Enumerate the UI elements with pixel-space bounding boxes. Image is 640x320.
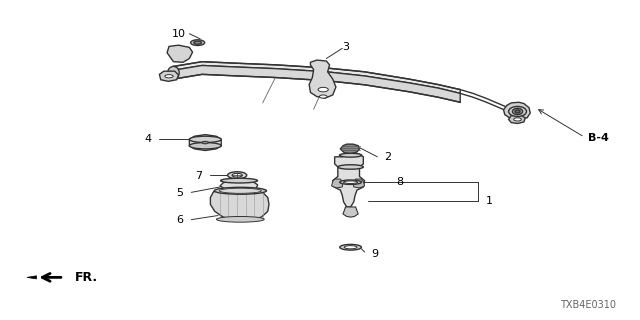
Text: 8: 8 <box>396 177 404 187</box>
Ellipse shape <box>338 165 364 169</box>
Ellipse shape <box>214 187 266 194</box>
Text: 10: 10 <box>172 29 186 39</box>
Polygon shape <box>353 179 365 188</box>
Text: TXB4E0310: TXB4E0310 <box>560 300 616 310</box>
Polygon shape <box>27 276 36 279</box>
Text: 3: 3 <box>342 42 349 52</box>
Text: 6: 6 <box>176 215 183 225</box>
Ellipse shape <box>319 95 327 98</box>
Text: B-4: B-4 <box>588 133 609 143</box>
Ellipse shape <box>232 173 243 177</box>
Polygon shape <box>504 102 531 119</box>
Ellipse shape <box>202 141 209 144</box>
Polygon shape <box>309 60 336 98</box>
Ellipse shape <box>228 172 246 179</box>
Polygon shape <box>509 115 525 124</box>
Ellipse shape <box>339 153 362 157</box>
Polygon shape <box>332 179 343 188</box>
Text: 5: 5 <box>176 188 183 198</box>
Ellipse shape <box>191 40 205 45</box>
Polygon shape <box>167 45 193 62</box>
Polygon shape <box>343 207 358 217</box>
Ellipse shape <box>318 87 328 92</box>
Polygon shape <box>220 180 257 192</box>
Text: FR.: FR. <box>75 271 98 284</box>
Polygon shape <box>173 62 460 93</box>
Ellipse shape <box>221 178 257 183</box>
Text: 1: 1 <box>486 196 493 206</box>
Ellipse shape <box>340 244 362 250</box>
Text: 7: 7 <box>195 171 202 181</box>
Ellipse shape <box>165 75 173 78</box>
Polygon shape <box>340 144 360 154</box>
Ellipse shape <box>515 110 520 113</box>
Ellipse shape <box>168 67 179 79</box>
Ellipse shape <box>509 106 527 116</box>
Polygon shape <box>159 71 179 81</box>
Text: 2: 2 <box>384 152 391 162</box>
Text: 4: 4 <box>144 134 151 144</box>
Ellipse shape <box>189 142 221 149</box>
Polygon shape <box>333 154 365 207</box>
Polygon shape <box>211 188 269 220</box>
Ellipse shape <box>344 246 357 249</box>
Ellipse shape <box>344 181 358 183</box>
Ellipse shape <box>220 188 261 193</box>
Ellipse shape <box>189 136 221 142</box>
Ellipse shape <box>340 180 362 184</box>
Ellipse shape <box>514 118 522 121</box>
Polygon shape <box>189 135 221 150</box>
Polygon shape <box>173 66 460 102</box>
Ellipse shape <box>513 108 523 115</box>
Ellipse shape <box>194 41 202 44</box>
Ellipse shape <box>216 216 264 222</box>
Text: 9: 9 <box>371 249 378 259</box>
